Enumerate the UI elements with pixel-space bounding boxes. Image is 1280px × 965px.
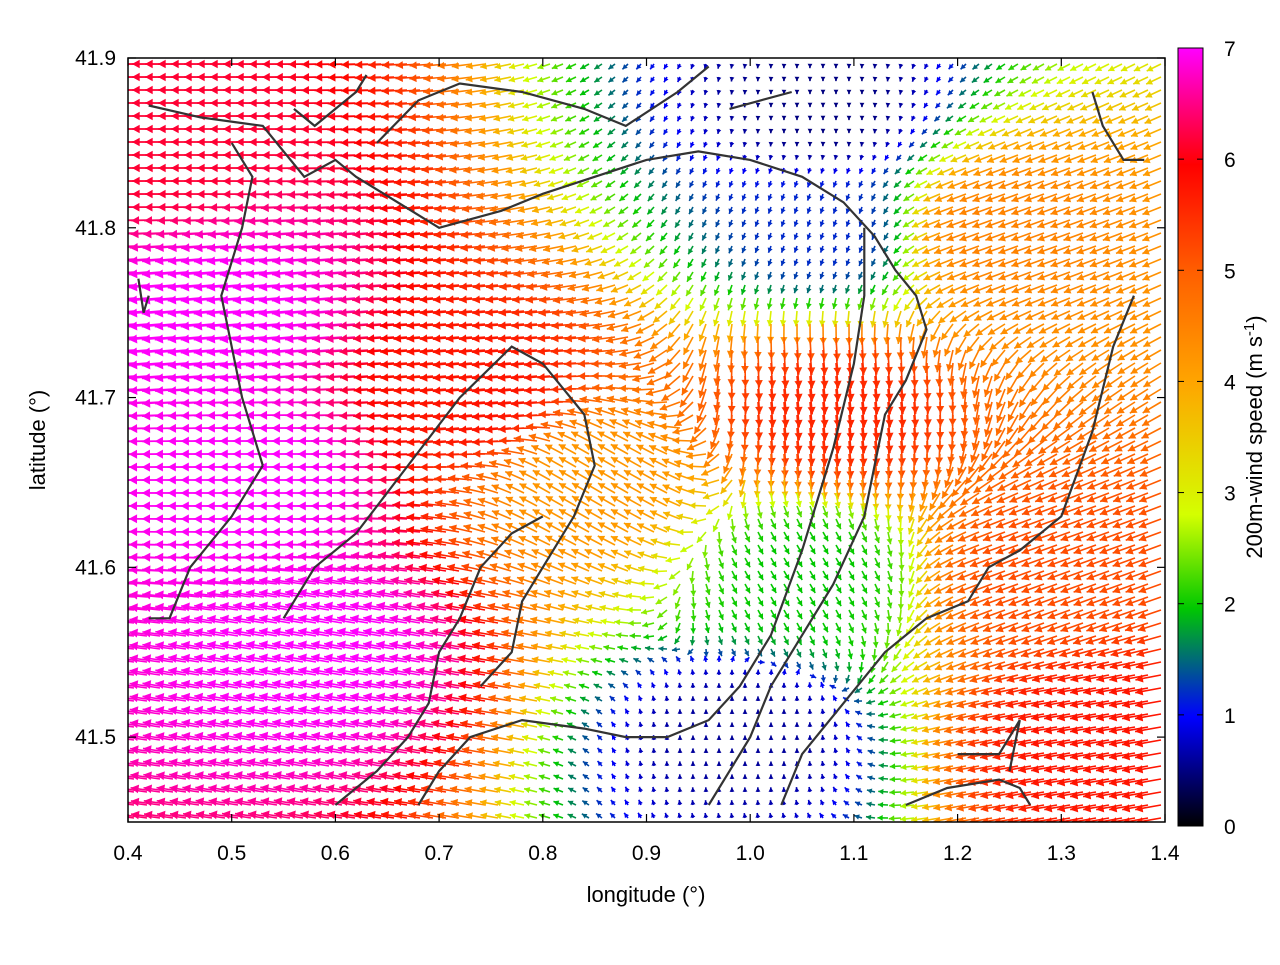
- wind-vector-head: [103, 269, 111, 278]
- wind-vector-head: [116, 373, 124, 382]
- wind-vector-head: [103, 424, 111, 433]
- wind-vector-head: [119, 151, 127, 159]
- wind-vector-head: [103, 411, 111, 420]
- wind-vector-head: [103, 360, 111, 369]
- wind-vector-head: [119, 125, 127, 133]
- wind-vector-head: [103, 321, 112, 330]
- wind-vector-head: [116, 437, 124, 446]
- wind-vector-head: [104, 243, 112, 252]
- wind-vector-head: [106, 203, 114, 212]
- wind-vector-head: [116, 411, 124, 420]
- wind-vector-head: [103, 463, 111, 472]
- wind-vector-head: [116, 360, 125, 369]
- wind-vector-head: [116, 256, 124, 265]
- wind-vector-head: [116, 269, 124, 278]
- wind-vector-head: [117, 243, 125, 252]
- wind-vector-head: [106, 73, 114, 81]
- wind-vector-head: [116, 386, 124, 395]
- wind-vector-head: [119, 177, 127, 185]
- wind-vector-head: [103, 373, 111, 382]
- wind-vector-head: [119, 138, 127, 146]
- wind-vector-head: [116, 308, 125, 317]
- wind-vector-head: [119, 86, 127, 94]
- wind-vector-head: [106, 177, 114, 185]
- wind-vector-head: [106, 125, 114, 133]
- wind-vector-head: [106, 190, 114, 199]
- wind-vector-head: [106, 86, 114, 94]
- wind-vector-head: [116, 321, 125, 330]
- wind-vector-head: [103, 308, 112, 317]
- wind-vector-head: [103, 437, 111, 446]
- wind-vector-head: [118, 216, 126, 225]
- wind-vector-head: [119, 203, 127, 212]
- wind-vector-head: [116, 424, 124, 433]
- wind-vector-head: [116, 282, 125, 291]
- wind-vector-head: [118, 229, 126, 238]
- wind-vector-head: [116, 399, 124, 408]
- wind-vector-head: [103, 295, 112, 304]
- wind-vector-head: [116, 347, 125, 356]
- wind-vector-head: [119, 73, 127, 81]
- wind-vector-head: [119, 164, 127, 172]
- wind-vector-head: [119, 99, 127, 107]
- wind-vector-head: [103, 334, 112, 343]
- wind-vector-head: [106, 164, 114, 172]
- wind-vector-head: [116, 334, 125, 343]
- wind-vector-head: [106, 112, 114, 120]
- wind-vector-head: [104, 256, 112, 265]
- wind-vector-head: [116, 463, 124, 472]
- wind-vector-head: [116, 450, 124, 459]
- wind-vector-head: [119, 60, 127, 68]
- wind-vector-head: [103, 450, 111, 459]
- wind-vector-head: [103, 347, 112, 356]
- wind-vector-head: [106, 99, 114, 107]
- wind-vector-head: [119, 190, 127, 199]
- wind-vector-head: [106, 151, 114, 159]
- wind-vector-head: [116, 295, 125, 304]
- wind-vector-head: [103, 282, 111, 291]
- wind-vector-head: [106, 138, 114, 146]
- wind-vector-head: [119, 112, 127, 120]
